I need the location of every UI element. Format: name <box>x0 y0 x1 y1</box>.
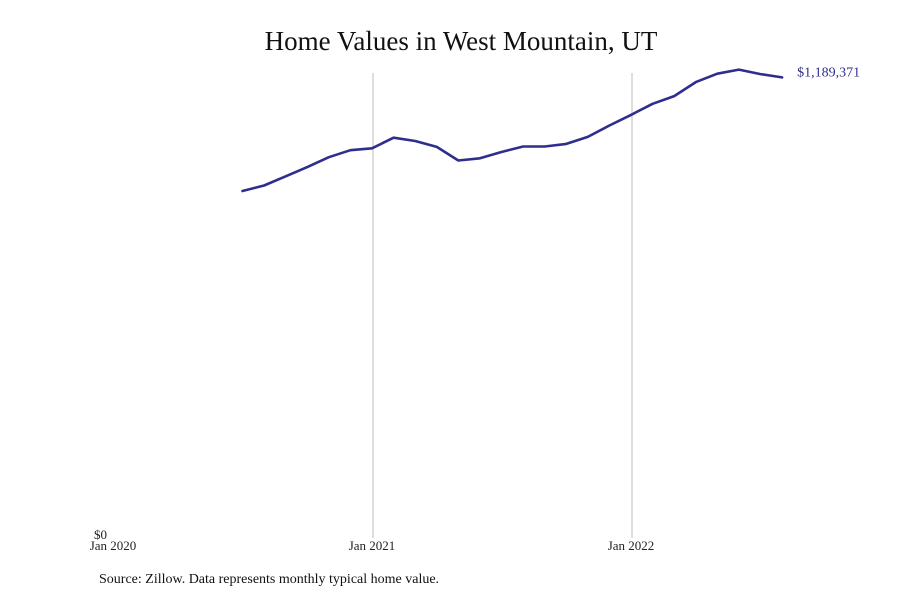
series-layer: $1,189,371 <box>241 65 860 193</box>
x-tick-label: Jan 2020 <box>90 538 137 553</box>
end-value-label: $1,189,371 <box>797 65 860 80</box>
axis-labels: Jan 2020 Jan 2021 Jan 2022 $0 <box>90 527 655 553</box>
x-tick-label: Jan 2022 <box>608 538 655 553</box>
gridlines <box>372 73 633 538</box>
y-tick-label: $0 <box>94 527 107 542</box>
chart-title: Home Values in West Mountain, UT <box>264 26 658 56</box>
source-note: Source: Zillow. Data represents monthly … <box>99 572 440 587</box>
x-tick-label: Jan 2021 <box>349 538 396 553</box>
series-line <box>241 68 784 193</box>
